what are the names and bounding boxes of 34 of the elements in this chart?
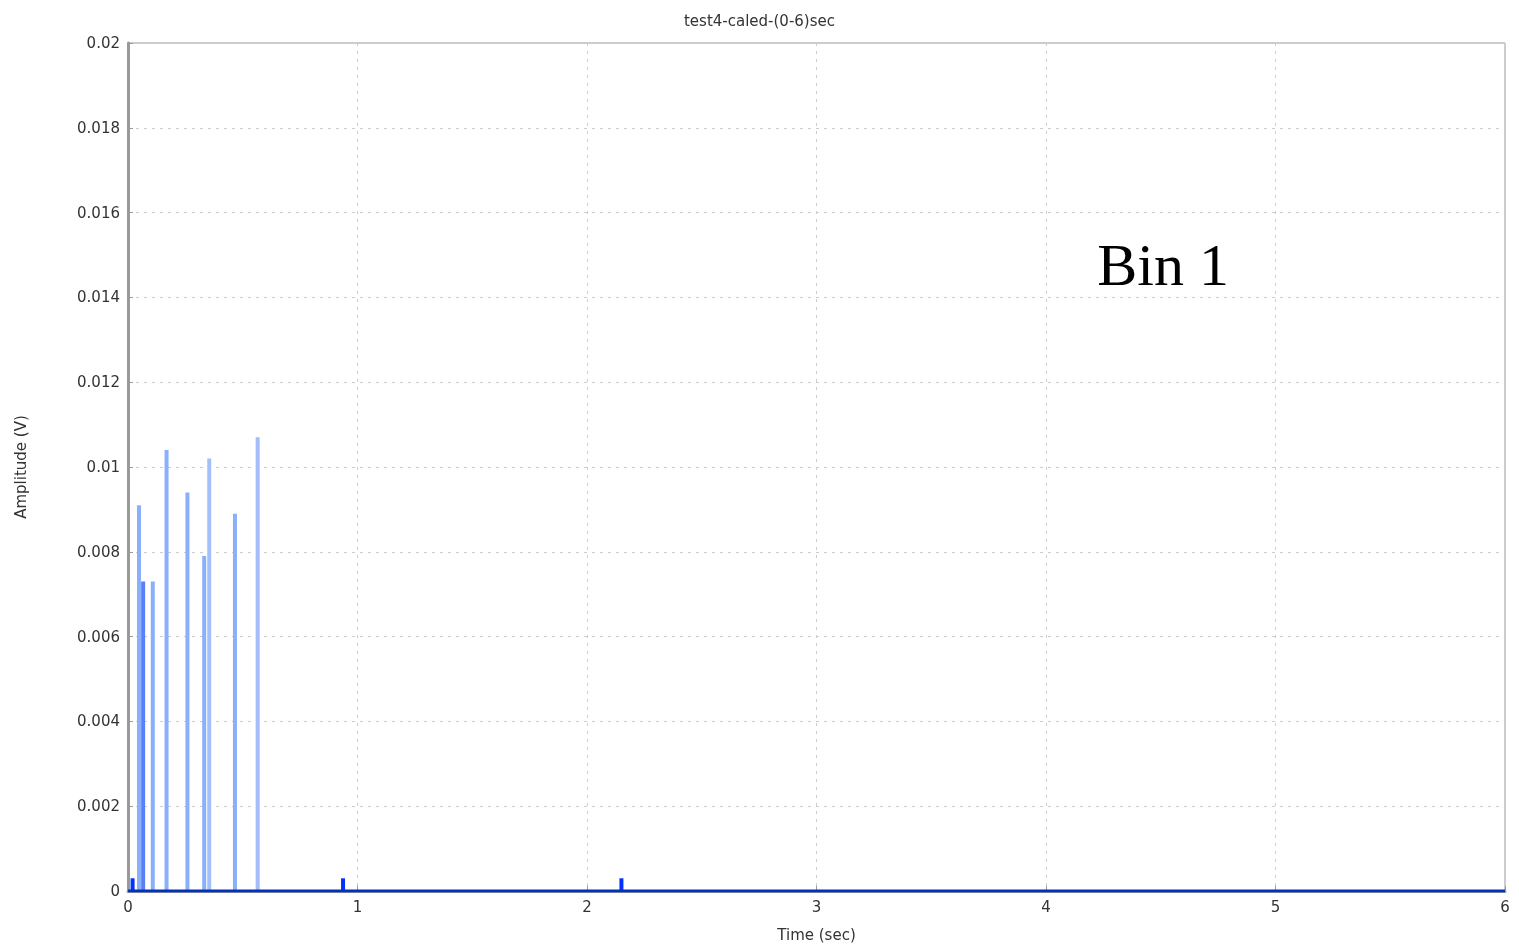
y-tick-label: 0.002 <box>77 797 120 816</box>
annotation: Bin 1 <box>1097 232 1230 298</box>
x-tick-label: 1 <box>352 897 363 916</box>
bar <box>341 878 346 891</box>
bar <box>185 492 190 891</box>
x-axis-title: Time (sec) <box>776 925 856 944</box>
bar <box>202 556 207 891</box>
bar <box>164 450 169 891</box>
bar <box>130 878 135 891</box>
y-tick-label: 0.02 <box>86 34 120 52</box>
x-tick-label: 5 <box>1270 897 1281 916</box>
x-tick-label: 2 <box>582 897 592 916</box>
bar <box>150 581 155 891</box>
y-tick-label: 0.014 <box>77 288 120 307</box>
y-tick-label: 0.004 <box>77 712 120 731</box>
y-axis-title: Amplitude (V) <box>11 415 30 519</box>
y-tick-label: 0.016 <box>77 203 120 222</box>
chart-title: test4-caled-(0-6)sec <box>683 11 836 30</box>
y-tick-label: 0.01 <box>86 458 120 476</box>
x-tick-label: 0 <box>123 897 133 916</box>
bar <box>255 437 260 891</box>
bar <box>619 878 624 891</box>
y-tick-label: 0.008 <box>77 542 120 561</box>
y-tick-label: 0.012 <box>77 373 120 392</box>
bar <box>141 581 146 891</box>
x-tick-label: 6 <box>1500 897 1510 916</box>
y-tick-label: 0.018 <box>77 118 120 137</box>
x-tick-label: 3 <box>811 897 822 916</box>
bar <box>137 505 142 891</box>
y-tick-label: 0.006 <box>77 627 120 646</box>
y-tick-label: 0 <box>110 882 120 900</box>
x-tick-label: 4 <box>1041 897 1051 916</box>
bar <box>232 513 237 891</box>
bar <box>207 458 212 891</box>
